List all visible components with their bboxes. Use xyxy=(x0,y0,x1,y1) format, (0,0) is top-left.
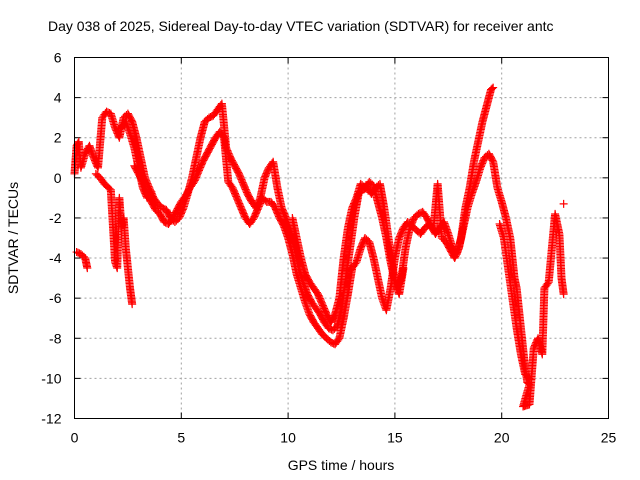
grid-lines xyxy=(74,57,609,419)
x-tick-label: 5 xyxy=(177,430,185,446)
y-tick-labels: -12 -10 -8 -6 -4 -2 0 2 4 6 xyxy=(41,50,61,427)
data-point xyxy=(147,187,156,196)
y-tick-label: -2 xyxy=(49,210,62,226)
y-tick-label: 6 xyxy=(54,50,62,66)
x-axis-title: GPS time / hours xyxy=(288,457,395,473)
x-tick-label: 20 xyxy=(494,430,510,446)
data-point xyxy=(146,189,155,198)
axis-ticks xyxy=(74,57,609,419)
x-tick-labels: 0 5 10 15 20 25 xyxy=(71,430,617,446)
series-trace-c xyxy=(117,117,534,383)
chart-title: Day 038 of 2025, Sidereal Day-to-day VTE… xyxy=(48,18,554,34)
y-tick-label: -6 xyxy=(49,290,62,306)
y-tick-label: -8 xyxy=(49,330,62,346)
y-tick-label: 4 xyxy=(54,90,62,106)
x-tick-label: 15 xyxy=(387,430,403,446)
data-points xyxy=(70,83,568,411)
data-point xyxy=(488,84,497,93)
y-axis-title: SDTVAR / TECUs xyxy=(5,182,21,294)
y-tick-label: -10 xyxy=(41,370,61,386)
data-point xyxy=(399,264,408,273)
data-point xyxy=(83,264,92,273)
y-tick-label: 2 xyxy=(54,130,62,146)
y-tick-label: -12 xyxy=(41,411,61,427)
data-point xyxy=(128,300,137,309)
y-tick-label: -4 xyxy=(49,250,62,266)
data-point xyxy=(524,373,533,382)
series-trace-b xyxy=(72,127,568,411)
x-tick-label: 0 xyxy=(71,430,79,446)
plot-frame xyxy=(74,57,609,419)
data-point xyxy=(559,290,568,299)
data-point xyxy=(489,83,498,92)
data-point xyxy=(525,374,534,383)
x-tick-label: 25 xyxy=(601,430,617,446)
x-tick-label: 10 xyxy=(280,430,296,446)
y-tick-label: 0 xyxy=(54,170,62,186)
data-point xyxy=(559,199,568,208)
